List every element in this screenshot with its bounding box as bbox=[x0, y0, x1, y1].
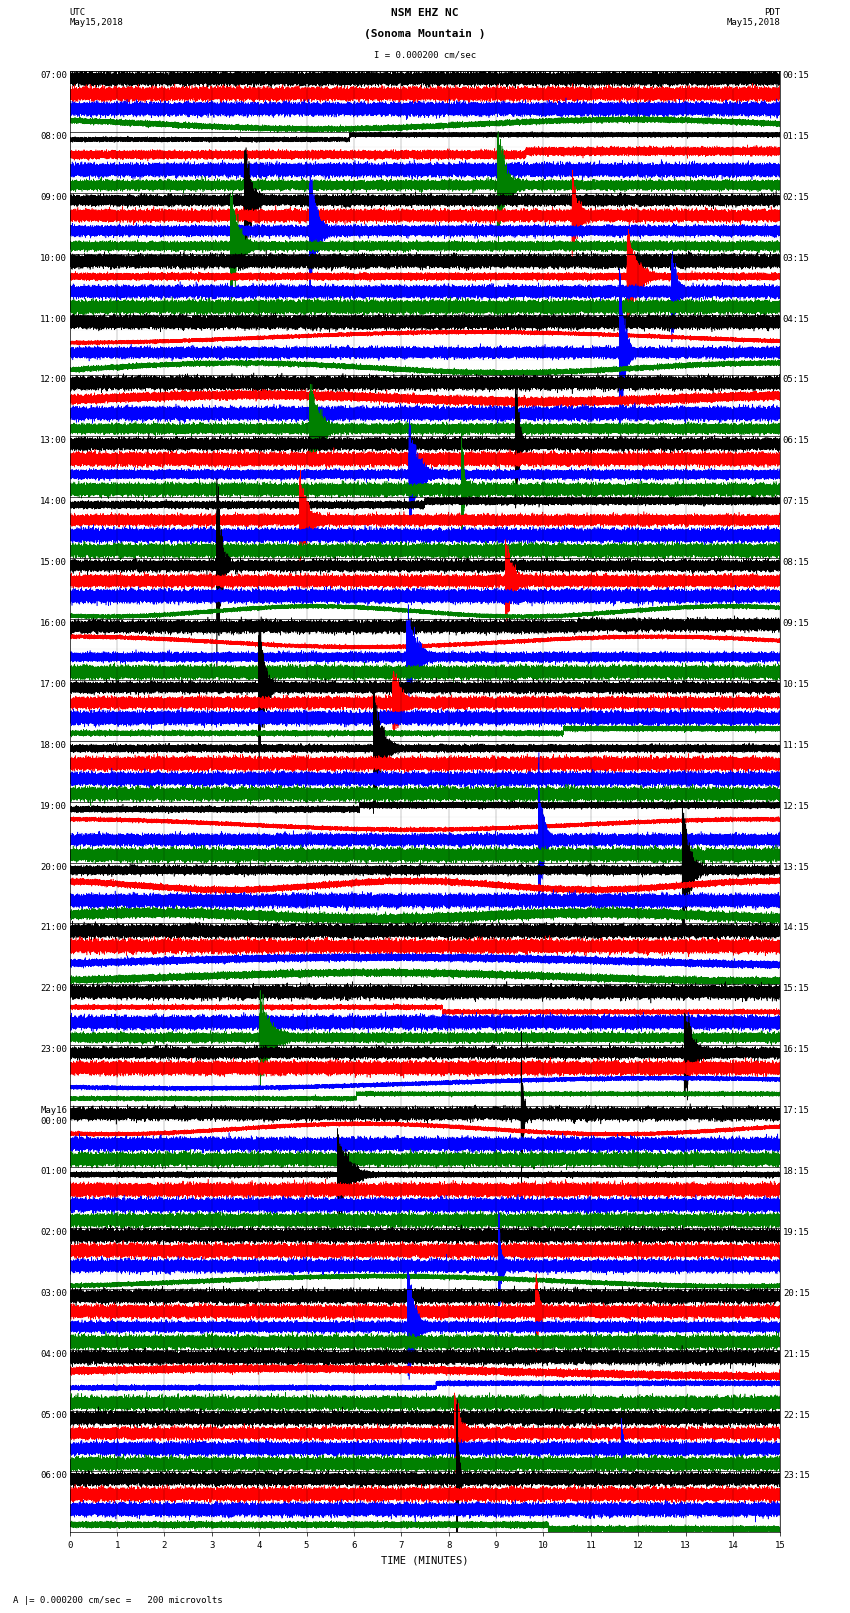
Text: 13:15: 13:15 bbox=[783, 863, 810, 871]
Text: 12:00: 12:00 bbox=[40, 376, 67, 384]
Text: 23:00: 23:00 bbox=[40, 1045, 67, 1055]
Text: 11:00: 11:00 bbox=[40, 315, 67, 324]
Text: A |= 0.000200 cm/sec =   200 microvolts: A |= 0.000200 cm/sec = 200 microvolts bbox=[13, 1595, 223, 1605]
X-axis label: TIME (MINUTES): TIME (MINUTES) bbox=[382, 1557, 468, 1566]
Text: 14:15: 14:15 bbox=[783, 923, 810, 932]
Text: 08:00: 08:00 bbox=[40, 132, 67, 140]
Text: 04:00: 04:00 bbox=[40, 1350, 67, 1358]
Text: 18:00: 18:00 bbox=[40, 740, 67, 750]
Text: 22:15: 22:15 bbox=[783, 1410, 810, 1419]
Text: 20:00: 20:00 bbox=[40, 863, 67, 871]
Text: PDT
May15,2018: PDT May15,2018 bbox=[727, 8, 780, 27]
Text: 01:00: 01:00 bbox=[40, 1168, 67, 1176]
Text: 23:15: 23:15 bbox=[783, 1471, 810, 1481]
Text: 00:15: 00:15 bbox=[783, 71, 810, 81]
Text: UTC
May15,2018: UTC May15,2018 bbox=[70, 8, 123, 27]
Text: 19:00: 19:00 bbox=[40, 802, 67, 811]
Text: 07:15: 07:15 bbox=[783, 497, 810, 506]
Text: 08:15: 08:15 bbox=[783, 558, 810, 568]
Text: 15:15: 15:15 bbox=[783, 984, 810, 994]
Text: 07:00: 07:00 bbox=[40, 71, 67, 81]
Text: 17:15: 17:15 bbox=[783, 1107, 810, 1115]
Text: 19:15: 19:15 bbox=[783, 1227, 810, 1237]
Text: 06:15: 06:15 bbox=[783, 436, 810, 445]
Text: 02:00: 02:00 bbox=[40, 1227, 67, 1237]
Text: 16:15: 16:15 bbox=[783, 1045, 810, 1055]
Text: 10:15: 10:15 bbox=[783, 681, 810, 689]
Text: 02:15: 02:15 bbox=[783, 194, 810, 202]
Text: 09:15: 09:15 bbox=[783, 619, 810, 627]
Text: May16
00:00: May16 00:00 bbox=[40, 1107, 67, 1126]
Text: 18:15: 18:15 bbox=[783, 1168, 810, 1176]
Text: I = 0.000200 cm/sec: I = 0.000200 cm/sec bbox=[374, 50, 476, 60]
Text: (Sonoma Mountain ): (Sonoma Mountain ) bbox=[365, 29, 485, 39]
Text: 20:15: 20:15 bbox=[783, 1289, 810, 1298]
Text: 03:00: 03:00 bbox=[40, 1289, 67, 1298]
Text: 13:00: 13:00 bbox=[40, 436, 67, 445]
Text: 10:00: 10:00 bbox=[40, 253, 67, 263]
Text: 22:00: 22:00 bbox=[40, 984, 67, 994]
Text: 12:15: 12:15 bbox=[783, 802, 810, 811]
Text: 21:00: 21:00 bbox=[40, 923, 67, 932]
Text: 06:00: 06:00 bbox=[40, 1471, 67, 1481]
Text: 05:15: 05:15 bbox=[783, 376, 810, 384]
Text: 04:15: 04:15 bbox=[783, 315, 810, 324]
Text: 01:15: 01:15 bbox=[783, 132, 810, 140]
Text: 15:00: 15:00 bbox=[40, 558, 67, 568]
Text: 05:00: 05:00 bbox=[40, 1410, 67, 1419]
Text: 09:00: 09:00 bbox=[40, 194, 67, 202]
Text: 16:00: 16:00 bbox=[40, 619, 67, 627]
Text: 21:15: 21:15 bbox=[783, 1350, 810, 1358]
Text: 11:15: 11:15 bbox=[783, 740, 810, 750]
Text: NSM EHZ NC: NSM EHZ NC bbox=[391, 8, 459, 18]
Text: 17:00: 17:00 bbox=[40, 681, 67, 689]
Text: 14:00: 14:00 bbox=[40, 497, 67, 506]
Text: 03:15: 03:15 bbox=[783, 253, 810, 263]
